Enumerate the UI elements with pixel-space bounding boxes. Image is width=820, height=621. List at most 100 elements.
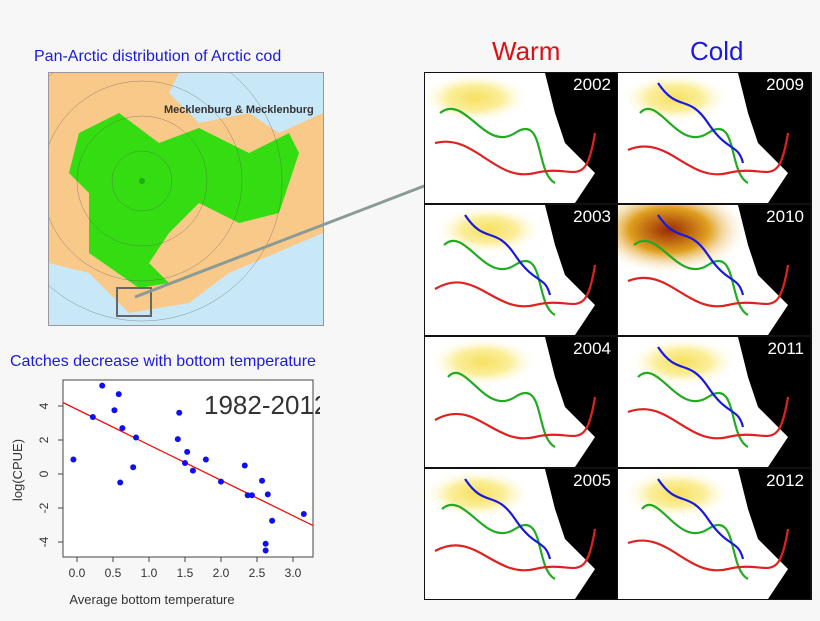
contour-panel-2010: 2010: [618, 205, 810, 335]
panel-year: 2002: [573, 75, 611, 94]
contour-2: [443, 239, 556, 316]
contour-map-grid: 2002 2009 2003 2010 2004 2011 2005 2012: [424, 72, 812, 600]
density-shading: [618, 205, 749, 275]
y-tick-label: -2: [37, 502, 51, 513]
contour-0: [657, 214, 745, 296]
density-shading: [628, 337, 738, 387]
contour-panel-2012: 2012: [618, 469, 810, 599]
panel-year: 2004: [573, 339, 611, 358]
data-point: [248, 492, 255, 499]
contour-4: [434, 528, 597, 572]
contour-map: [425, 469, 617, 599]
plot-area: [62, 379, 314, 558]
y-tick-label: 2: [37, 436, 51, 443]
data-point: [133, 434, 140, 441]
arctic-cod-distribution-map: Mecklenburg & Mecklenburg: [48, 72, 324, 326]
data-point: [202, 456, 209, 463]
map-attribution: Mecklenburg & Mecklenburg: [164, 104, 314, 116]
contour-2: [633, 239, 749, 316]
data-point: [241, 462, 248, 469]
data-point: [300, 510, 307, 517]
panel-year: 2003: [573, 207, 611, 226]
contour-map: [622, 469, 810, 599]
y-axis-label: log(CPUE): [10, 439, 25, 501]
data-point: [262, 540, 269, 547]
y-tick-label: -4: [37, 536, 51, 547]
x-tick-label: 1.0: [141, 566, 158, 580]
contour-2: [439, 107, 556, 184]
density-shading: [622, 469, 732, 519]
data-point: [176, 409, 183, 416]
data-point: [99, 382, 106, 389]
contour-4: [627, 528, 790, 572]
chart-title: Catches decrease with bottom temperature: [10, 353, 316, 370]
map-title: Pan-Arctic distribution of Arctic cod: [34, 48, 282, 65]
contour-2: [641, 503, 749, 580]
land-mass: [545, 337, 617, 467]
panel-year: 2009: [766, 75, 804, 94]
data-point: [262, 547, 269, 554]
data-point: [117, 479, 124, 486]
panel-year: 2010: [766, 207, 804, 226]
contour-2: [639, 107, 749, 184]
panel-year: 2012: [766, 471, 804, 490]
x-tick-label: 2.5: [249, 566, 266, 580]
y-tick-label: 0: [37, 470, 51, 477]
year-range-annotation: 1982-2012: [204, 390, 320, 420]
contour-panel-2005: 2005: [425, 469, 617, 599]
panel-year: 2011: [767, 339, 804, 358]
scatter-plot: 0.0 0.5 1.0 1.5 2.0 2.5 3.0 -4 -2 0 2 4 Average bott…: [10, 379, 320, 607]
data-point: [189, 467, 196, 474]
data-point: [89, 414, 96, 421]
data-point: [184, 448, 191, 455]
contour-0: [657, 478, 745, 560]
data-point: [111, 407, 118, 414]
cold-header: Cold: [690, 36, 744, 66]
contour-map: [428, 337, 617, 467]
x-tick-label: 0.5: [105, 566, 122, 580]
contour-2: [441, 503, 556, 580]
contour-panel-2004: 2004: [425, 337, 617, 467]
panel-year: 2005: [573, 471, 611, 490]
contour-0: [657, 346, 745, 428]
data-point: [119, 425, 126, 432]
density-shading: [620, 73, 730, 123]
contour-panel-2009: 2009: [618, 73, 810, 203]
contour-2: [447, 371, 556, 448]
x-tick-label: 2.0: [213, 566, 230, 580]
data-point: [264, 491, 271, 498]
contour-map: [620, 73, 810, 203]
y-tick-label: 4: [37, 402, 51, 409]
land-mass: [545, 469, 617, 599]
x-tick-label: 1.5: [177, 566, 194, 580]
contour-0: [464, 214, 552, 296]
land-mass: [545, 73, 617, 203]
contour-map: [425, 73, 617, 203]
data-point: [269, 517, 276, 524]
density-shading: [425, 73, 530, 123]
contour-4: [627, 264, 790, 308]
warm-header: Warm: [492, 36, 561, 66]
contour-4: [434, 396, 597, 440]
data-point: [218, 478, 224, 485]
land-mass: [738, 73, 810, 203]
land-mass: [738, 469, 810, 599]
data-point: [182, 459, 188, 466]
contour-4: [434, 264, 597, 308]
data-point: [70, 456, 77, 463]
x-tick-label: 0.0: [69, 566, 86, 580]
contour-0: [657, 82, 745, 164]
density-shading: [428, 337, 538, 387]
density-shading: [434, 205, 544, 255]
x-tick-label: 3.0: [285, 566, 302, 580]
data-point: [259, 477, 266, 484]
x-axis-label: Average bottom temperature: [69, 592, 234, 607]
land-mass: [738, 205, 810, 335]
contour-panel-2003: 2003: [425, 205, 617, 335]
contour-4: [434, 132, 597, 176]
data-point: [115, 391, 122, 398]
contour-4: [627, 132, 790, 176]
contour-0: [464, 478, 552, 560]
data-point: [244, 492, 251, 499]
land-mass: [738, 337, 810, 467]
